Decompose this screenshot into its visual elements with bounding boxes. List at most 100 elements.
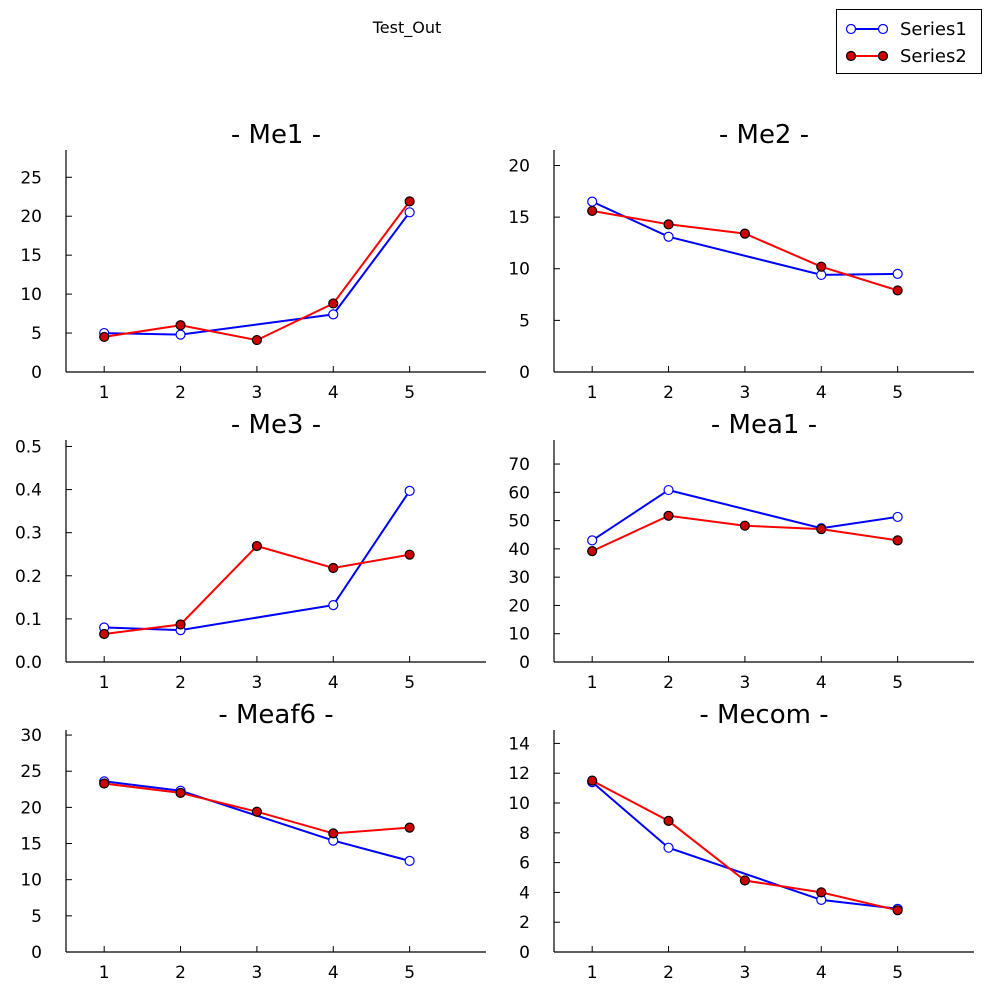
y-tick-label: 0.2 <box>15 567 42 587</box>
y-tick-label: 40 <box>508 540 530 560</box>
series-line-series1 <box>104 211 411 336</box>
x-tick-label: 2 <box>663 383 674 403</box>
data-point-series2 <box>587 205 598 217</box>
legend-item-series2: Series2 <box>837 43 983 69</box>
series-line-series2 <box>591 779 898 912</box>
data-point-series2 <box>251 334 263 346</box>
data-point-series2 <box>739 228 751 239</box>
x-tick-label: 4 <box>328 383 339 403</box>
data-point-series2 <box>328 298 339 309</box>
data-point-series2 <box>251 806 263 817</box>
data-point-series2 <box>99 778 110 789</box>
data-point-series1 <box>587 535 598 546</box>
y-tick-label: 25 <box>20 168 42 188</box>
series-line-series1 <box>591 200 898 276</box>
x-tick-label: 5 <box>892 963 903 983</box>
x-tick-label: 3 <box>739 963 750 983</box>
legend: Series1 Series2 <box>836 9 982 74</box>
y-tick-label: 10 <box>508 794 530 814</box>
x-tick-label: 1 <box>99 673 110 693</box>
subplot-2: - Me2 - 0 5 10 15 20 1 2 3 4 5 <box>508 120 974 403</box>
y-tick-label: 0.1 <box>15 610 42 630</box>
y-tick-label: 12 <box>508 764 530 784</box>
data-point-series1 <box>175 329 186 340</box>
x-tick-label: 2 <box>663 673 674 693</box>
y-tick-label: 0 <box>31 943 42 963</box>
data-point-series2 <box>404 196 415 207</box>
y-tick-label: 30 <box>20 726 42 746</box>
data-point-series2 <box>892 285 903 296</box>
y-tick-label: 0 <box>519 653 530 673</box>
data-point-series2 <box>663 815 674 826</box>
data-point-series1 <box>663 484 674 496</box>
y-tick-label: 20 <box>20 798 42 818</box>
data-point-series2 <box>663 219 674 230</box>
y-tick-label: 6 <box>519 854 530 874</box>
data-point-series2 <box>816 887 827 898</box>
data-point-series1 <box>663 842 674 853</box>
y-tick-label: 10 <box>20 871 42 891</box>
x-tick-label: 4 <box>816 963 827 983</box>
x-tick-label: 4 <box>328 673 339 693</box>
y-tick-label: 0 <box>31 363 42 383</box>
y-tick-label: 10 <box>20 285 42 305</box>
data-point-series1 <box>328 599 339 611</box>
y-tick-label: 4 <box>519 883 530 903</box>
data-point-series2 <box>175 787 186 799</box>
data-point-series1 <box>404 855 415 866</box>
data-point-series2 <box>816 523 827 535</box>
data-point-series2 <box>739 875 751 886</box>
x-tick-label: 3 <box>251 383 262 403</box>
legend-marker-series2 <box>845 50 889 62</box>
legend-item-series1: Series1 <box>837 16 983 42</box>
data-point-series2 <box>175 320 186 331</box>
y-tick-label: 0.4 <box>15 481 42 501</box>
x-tick-label: 1 <box>587 383 598 403</box>
x-tick-label: 1 <box>99 383 110 403</box>
x-tick-label: 3 <box>251 673 262 693</box>
series-line-series2 <box>104 200 411 342</box>
x-tick-label: 1 <box>587 673 598 693</box>
y-tick-label: 14 <box>508 734 530 754</box>
y-tick-label: 20 <box>20 207 42 227</box>
y-tick-label: 70 <box>508 455 530 475</box>
y-tick-label: 15 <box>20 835 42 855</box>
y-tick-label: 20 <box>508 596 530 616</box>
y-tick-label: 20 <box>508 156 530 176</box>
subplot-title: - Mecom - <box>699 700 828 730</box>
y-tick-label: 25 <box>20 762 42 782</box>
data-point-series1 <box>892 511 903 523</box>
legend-marker-series1 <box>845 23 889 35</box>
y-tick-label: 0.3 <box>15 524 42 544</box>
data-point-series1 <box>816 269 827 281</box>
x-tick-label: 2 <box>175 673 186 693</box>
data-point-series2 <box>404 549 415 560</box>
subplot-title: - Me1 - <box>231 120 321 150</box>
data-point-series2 <box>99 628 110 640</box>
subplot-3: - Me3 - 0.0 0.1 0.2 0.3 0.4 0.5 1 2 3 4 5 <box>15 410 486 693</box>
subplot-title: - Mea1 - <box>711 410 817 440</box>
x-tick-label: 3 <box>739 383 750 403</box>
data-point-series1 <box>587 196 598 207</box>
data-point-series2 <box>587 546 598 557</box>
y-tick-label: 30 <box>508 568 530 588</box>
x-tick-label: 3 <box>251 963 262 983</box>
x-tick-label: 1 <box>587 963 598 983</box>
series-line-series1 <box>104 780 410 862</box>
y-tick-label: 0 <box>519 943 530 963</box>
y-tick-label: 0 <box>519 363 530 383</box>
subplot-1: - Me1 - 0 5 10 15 20 25 1 2 3 4 5 <box>20 120 486 403</box>
x-tick-label: 2 <box>663 963 674 983</box>
subplot-5: - Meaf6 - 0 5 10 15 20 25 30 1 2 3 4 5 <box>20 700 486 983</box>
x-tick-label: 4 <box>816 383 827 403</box>
x-tick-label: 4 <box>328 963 339 983</box>
data-point-series2 <box>99 331 110 343</box>
legend-label-series2: Series2 <box>900 46 967 67</box>
legend-label-series1: Series1 <box>900 19 967 40</box>
figure-title: Test_Out <box>372 18 442 37</box>
y-tick-label: 5 <box>31 324 42 344</box>
data-point-series2 <box>892 905 903 916</box>
subplot-title: - Me3 - <box>231 410 321 440</box>
x-tick-label: 1 <box>99 963 110 983</box>
